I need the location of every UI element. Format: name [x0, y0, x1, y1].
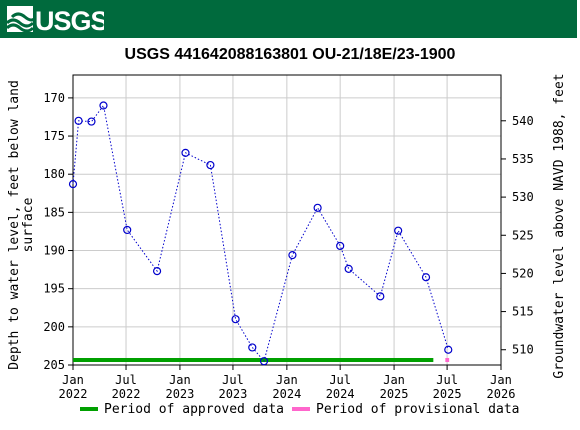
left-tick-label: 190 — [43, 244, 65, 258]
x-tick-label-month: Jan — [62, 373, 84, 387]
usgs-banner: USGS — [0, 0, 577, 38]
data-point — [206, 160, 215, 170]
left-tick-label: 195 — [43, 282, 65, 296]
x-tick-label-month: Jul — [436, 373, 458, 387]
left-axis-title-line1: Depth to water level, feet below land — [7, 80, 22, 370]
right-tick-label: 535 — [512, 152, 534, 166]
x-tick-label-month: Jul — [222, 373, 244, 387]
usgs-logo[interactable]: USGS — [6, 3, 104, 35]
right-tick-label: 530 — [512, 190, 534, 204]
x-tick-label-month: Jul — [115, 373, 137, 387]
usgs-logo-text: USGS — [35, 6, 104, 35]
chart-title: USGS 441642088163801 OU-21/18E/23-1900 — [125, 46, 456, 63]
data-point — [394, 226, 403, 235]
left-tick-label: 170 — [43, 91, 65, 105]
legend: Period of approved data Period of provis… — [80, 402, 520, 417]
x-tick-label-year: 2024 — [272, 387, 301, 401]
x-tick-label-year: 2025 — [380, 387, 409, 401]
right-tick-label: 515 — [512, 305, 534, 319]
data-point — [181, 148, 190, 157]
data-point — [336, 241, 345, 251]
data-point — [68, 180, 78, 189]
data-point — [421, 273, 431, 282]
data-point — [288, 251, 297, 260]
data-point — [74, 116, 83, 125]
left-tick-label: 180 — [43, 167, 65, 181]
right-axis-title: Groundwater level above NAVD 1988, feet — [552, 73, 567, 378]
series — [68, 101, 453, 366]
right-tick-label: 540 — [512, 114, 534, 128]
right-tick-label: 520 — [512, 266, 534, 280]
data-point — [231, 315, 240, 324]
right-tick-label: 510 — [512, 343, 534, 357]
data-point — [344, 264, 353, 273]
left-tick-label: 175 — [43, 129, 65, 143]
data-point — [248, 343, 257, 352]
left-tick-label: 200 — [43, 320, 65, 334]
x-tick-label-month: Jan — [490, 373, 512, 387]
x-tick-label-year: 2024 — [326, 387, 355, 401]
x-axis: Jan2022Jul2022Jan2023Jul2023Jan2024Jul20… — [59, 365, 516, 401]
left-axis: 170 175 180 185 190 195 200 205 — [43, 91, 73, 372]
right-tick-label: 525 — [512, 228, 534, 242]
grid — [72, 75, 502, 366]
data-point — [99, 101, 108, 110]
legend-provisional-label: Period of provisional data — [316, 402, 520, 417]
x-tick-label-year: 2023 — [165, 387, 194, 401]
x-tick-label-year: 2025 — [433, 387, 462, 401]
data-point — [259, 357, 269, 366]
left-tick-label: 205 — [43, 358, 65, 372]
x-tick-label-month: Jul — [329, 373, 351, 387]
x-tick-label-month: Jan — [276, 373, 298, 387]
x-tick-label-month: Jan — [383, 373, 405, 387]
data-point — [444, 345, 453, 354]
left-axis-title-line2: surface — [21, 197, 36, 252]
legend-approved-label: Period of approved data — [104, 402, 284, 417]
x-tick-label-year: 2022 — [112, 387, 141, 401]
data-point — [87, 117, 96, 126]
x-tick-label-year: 2026 — [487, 387, 516, 401]
x-tick-label-month: Jan — [169, 373, 191, 387]
right-axis: 510 515 520 525 530 535 540 — [501, 114, 534, 357]
data-point — [123, 225, 132, 235]
data-point — [313, 203, 322, 212]
left-tick-label: 185 — [43, 205, 65, 219]
data-point — [152, 267, 162, 276]
data-point — [376, 292, 385, 301]
x-tick-label-year: 2022 — [59, 387, 88, 401]
x-tick-label-year: 2023 — [218, 387, 247, 401]
